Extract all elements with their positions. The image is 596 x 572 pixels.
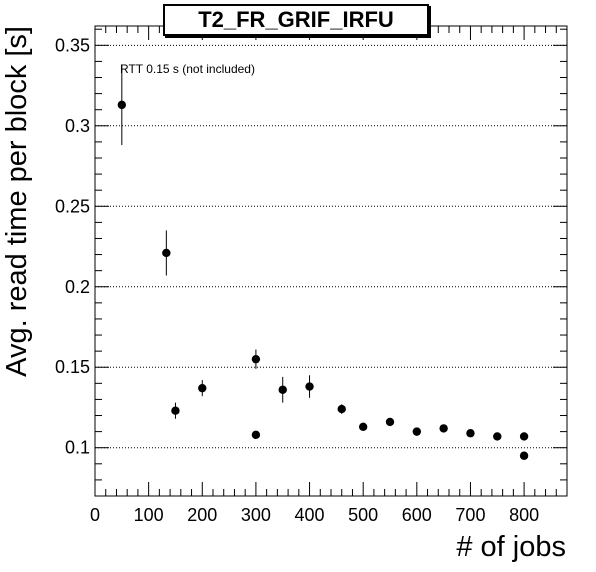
x-tick-label: 700 <box>455 505 485 525</box>
y-tick-label: 0.3 <box>65 116 90 136</box>
x-tick-label: 800 <box>509 505 539 525</box>
data-point <box>305 382 314 391</box>
y-tick-label: 0.15 <box>55 357 90 377</box>
y-tick-label: 0.35 <box>55 35 90 55</box>
x-tick-label: 400 <box>295 505 325 525</box>
data-point <box>519 451 529 460</box>
plot-frame <box>94 25 568 497</box>
y-tick-labels: 0.1 0.15 0.2 0.25 0.3 0.35 <box>55 35 90 457</box>
x-tick-label: 300 <box>241 505 271 525</box>
x-tick-label: 0 <box>90 505 100 525</box>
data-point <box>198 383 207 393</box>
data-point <box>439 424 448 433</box>
data-point <box>493 432 502 441</box>
data-point <box>171 406 180 415</box>
data-point <box>251 430 261 440</box>
data-point <box>278 385 287 394</box>
chart-title: T2_FR_GRIF_IRFU <box>163 4 429 36</box>
data-points <box>117 64 529 460</box>
data-point <box>337 404 346 414</box>
x-tick-label: 200 <box>187 505 217 525</box>
data-point <box>466 429 475 438</box>
grid-lines <box>95 44 567 449</box>
x-tick-label: 600 <box>402 505 432 525</box>
x-tick-label: 100 <box>134 505 164 525</box>
data-point <box>162 248 171 258</box>
data-point <box>251 354 261 364</box>
data-point <box>385 417 395 427</box>
data-point <box>117 100 127 110</box>
y-tick-label: 0.25 <box>55 196 90 216</box>
y-tick-label: 0.1 <box>65 438 90 458</box>
x-tick-labels: 0 100 200 300 400 500 600 700 800 <box>90 505 539 525</box>
x-axis-label: # of jobs <box>456 531 566 563</box>
data-point <box>412 427 422 436</box>
data-point <box>358 422 368 431</box>
axis-ticks <box>94 26 567 496</box>
y-tick-label: 0.2 <box>65 277 90 297</box>
annotation-text: RTT 0.15 s (not included) <box>120 62 255 76</box>
y-axis-label: Avg. read time per block [s] <box>1 26 33 377</box>
x-tick-label: 500 <box>348 505 378 525</box>
data-point <box>519 432 529 441</box>
